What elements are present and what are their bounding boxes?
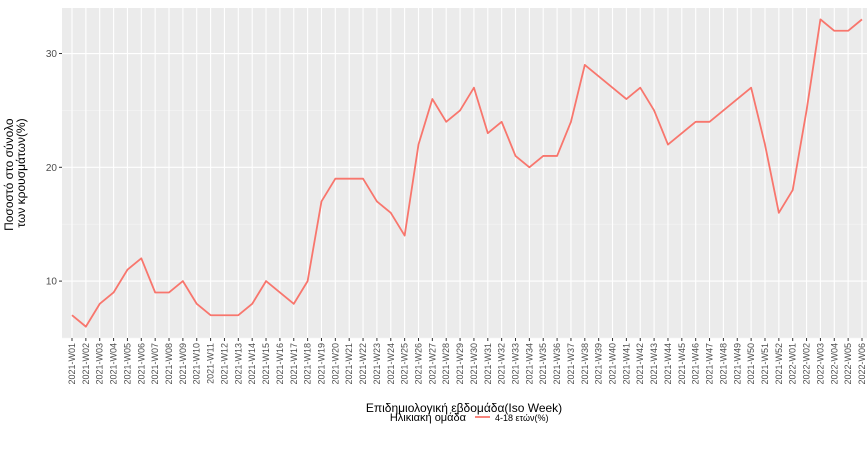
x-tick-label: 2021-W09	[178, 343, 188, 385]
x-tick-label: 2021-W04	[109, 343, 119, 385]
y-tick-label: 30	[46, 49, 58, 60]
x-tick-label: 2021-W08	[164, 343, 174, 385]
x-tick-label: 2021-W20	[330, 343, 340, 385]
x-tick-label: 2021-W05	[122, 343, 132, 385]
series-line	[71, 18, 863, 328]
x-tick-label: 2021-W10	[192, 343, 202, 385]
y-axis-title-line-1: Ποσοστό στο σύνολο	[2, 118, 16, 231]
x-tick-label: 2021-W34	[524, 343, 534, 385]
x-tick-label: 2021-W26	[413, 343, 423, 385]
x-tick-label: 2021-W22	[358, 343, 368, 385]
x-axis: 2021-W01 2021-W02 2021-W03 2021-W04 2021-W05…	[67, 338, 867, 385]
x-tick-label: 2022-W04	[829, 343, 839, 385]
y-axis-title-line-2: των κρουσμάτων(%)	[14, 118, 28, 227]
y-axis: 10 20 30	[46, 49, 62, 288]
x-tick-label: 2021-W35	[538, 343, 548, 385]
x-tick-label: 2021-W36	[552, 343, 562, 385]
x-tick-label: 2022-W05	[843, 343, 853, 385]
x-tick-label: 2022-W06	[857, 343, 867, 385]
x-axis-title: Επιδημιολογική εβδομάδα(Iso Week)	[366, 401, 562, 415]
x-tick-label: 2021-W18	[303, 343, 313, 385]
x-tick-label: 2021-W47	[705, 343, 715, 385]
legend-title: Ηλικιακή ομάδα	[390, 412, 467, 424]
x-tick-label: 2021-W11	[206, 343, 216, 384]
x-tick-label: 2021-W06	[136, 343, 146, 385]
x-tick-label: 2021-W03	[95, 343, 105, 385]
x-tick-label: 2021-W16	[275, 343, 285, 385]
x-tick-label: 2021-W15	[261, 343, 271, 385]
legend-label: 4-18 ετών(%)	[495, 413, 548, 423]
x-tick-label: 2021-W50	[746, 343, 756, 385]
x-tick-label: 2021-W51	[760, 343, 770, 385]
x-tick-label: 2021-W02	[81, 343, 91, 385]
legend: Ηλικιακή ομάδα 4-18 ετών(%)	[390, 412, 549, 424]
grid	[62, 8, 867, 339]
x-tick-label: 2021-W41	[621, 343, 631, 385]
x-tick-label: 2022-W02	[802, 343, 812, 385]
x-tick-label: 2021-W48	[718, 343, 728, 385]
x-tick-label: 2021-W24	[386, 343, 396, 385]
x-tick-label: 2021-W21	[344, 343, 354, 385]
series-layer	[71, 18, 863, 328]
x-tick-label: 2021-W45	[677, 343, 687, 385]
x-tick-label: 2021-W33	[511, 343, 521, 385]
x-tick-label: 2021-W19	[316, 343, 326, 385]
x-tick-label: 2021-W43	[649, 343, 659, 385]
x-tick-label: 2021-W28	[441, 343, 451, 385]
x-tick-label: 2021-W13	[233, 343, 243, 385]
x-tick-label: 2021-W32	[497, 343, 507, 385]
x-tick-label: 2021-W39	[594, 343, 604, 385]
x-tick-label: 2021-W01	[67, 343, 77, 385]
x-tick-label: 2021-W17	[289, 343, 299, 385]
x-tick-label: 2021-W12	[219, 343, 229, 385]
x-tick-label: 2021-W44	[663, 343, 673, 385]
x-tick-label: 2021-W52	[774, 343, 784, 385]
plot-panel	[62, 8, 867, 338]
x-tick-label: 2021-W29	[455, 343, 465, 385]
x-tick-label: 2021-W46	[691, 343, 701, 385]
x-tick-label: 2021-W14	[247, 343, 257, 385]
x-tick-label: 2021-W42	[635, 343, 645, 385]
x-tick-label: 2021-W49	[732, 343, 742, 385]
y-axis-title: Ποσοστό στο σύνολο των κρουσμάτων(%)	[2, 115, 28, 231]
x-tick-label: 2021-W30	[469, 343, 479, 385]
x-tick-label: 2021-W07	[150, 343, 160, 385]
x-tick-label: 2022-W01	[788, 343, 798, 385]
y-tick-label: 20	[46, 163, 58, 174]
x-tick-label: 2021-W31	[483, 343, 493, 385]
x-tick-label: 2021-W23	[372, 343, 382, 385]
x-tick-label: 2021-W40	[608, 343, 618, 385]
x-tick-label: 2021-W27	[427, 343, 437, 385]
y-tick-label: 10	[46, 277, 58, 288]
x-tick-label: 2021-W38	[580, 343, 590, 385]
x-tick-label: 2021-W37	[566, 343, 576, 385]
x-tick-label: 2022-W03	[815, 343, 825, 385]
x-tick-label: 2021-W25	[400, 343, 410, 385]
